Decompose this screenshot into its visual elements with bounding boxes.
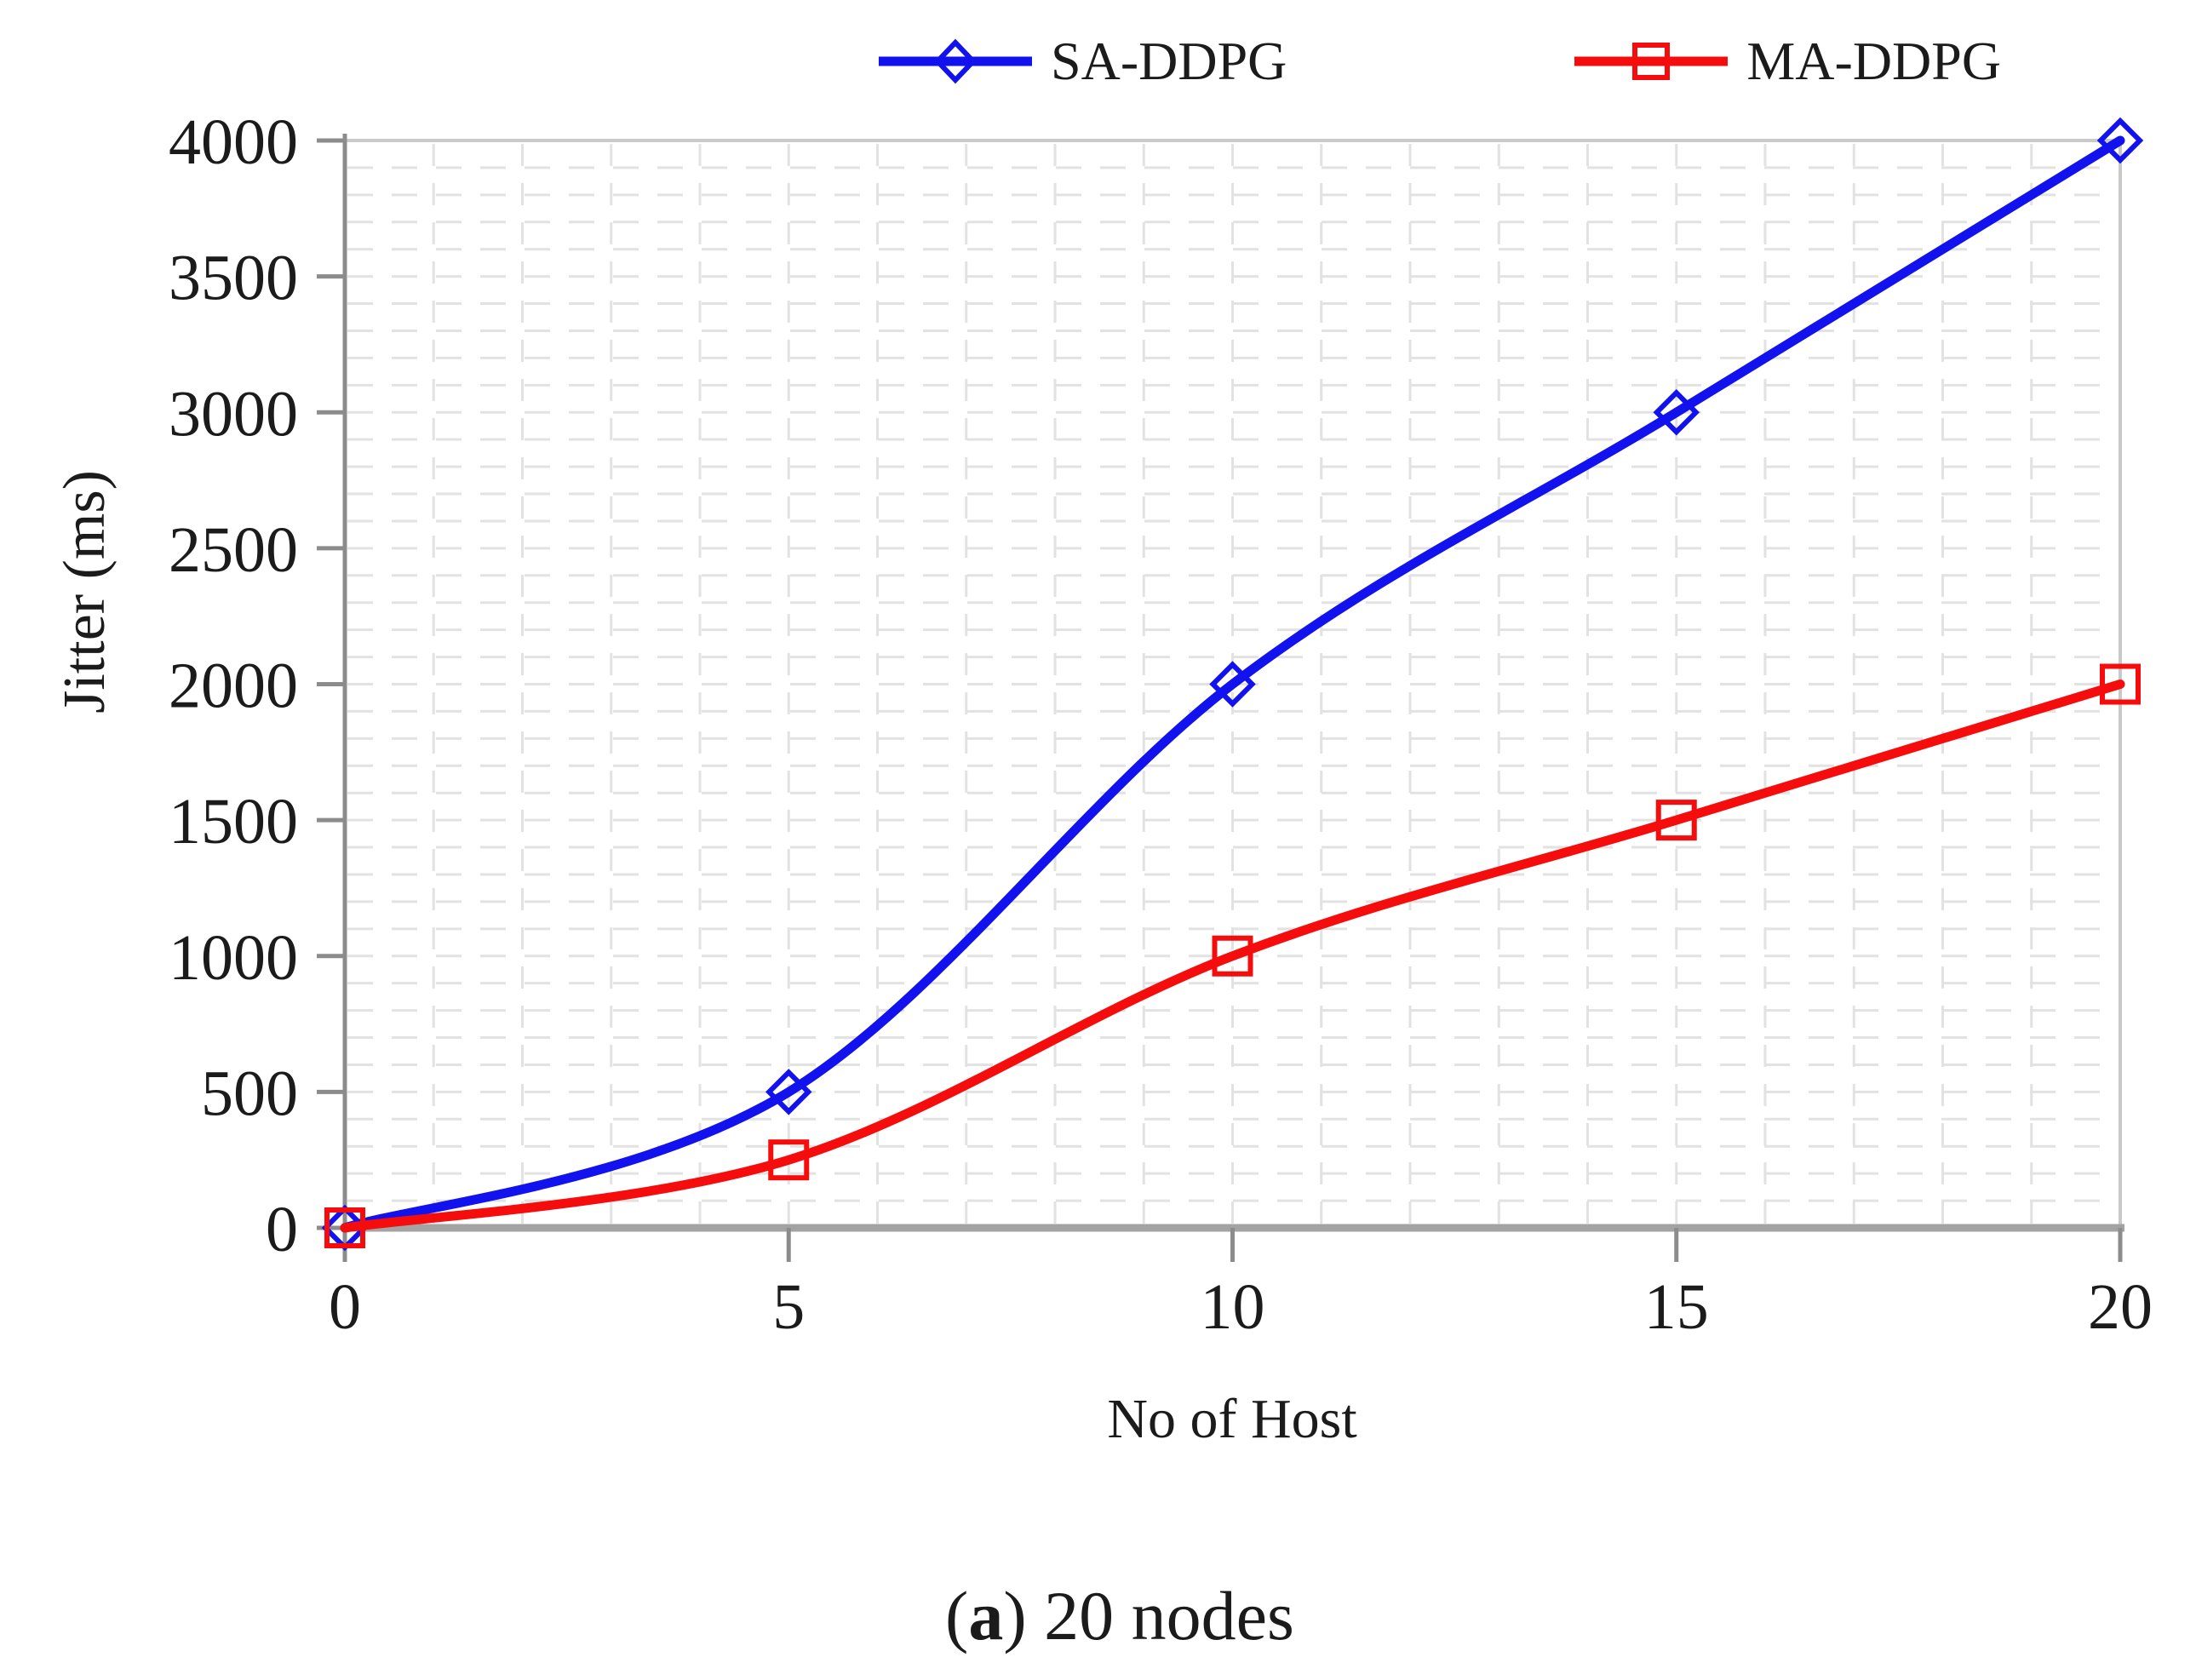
tick-marks: 0 500 1000 1500 2000 2500 3000 3500 4000 0 5 10 15 20 — [169, 106, 2153, 1343]
x-tick-label: 15 — [1644, 1271, 1709, 1343]
x-tick-label: 20 — [2088, 1271, 2153, 1343]
marker-square — [324, 1207, 365, 1248]
marker-square — [1655, 800, 1697, 841]
marker-diamond — [765, 1069, 812, 1115]
figure-caption: (a) 20 nodes — [945, 1576, 1294, 1656]
caption-paren-open: ( — [945, 1577, 969, 1654]
caption-letter: a — [968, 1577, 1004, 1654]
y-tick-label: 0 — [266, 1194, 298, 1265]
chart-legend: SA-DDPG MA-DDPG — [879, 29, 2001, 94]
y-tick-label: 3000 — [169, 378, 298, 450]
caption-rest: ) 20 nodes — [1003, 1577, 1294, 1654]
marker-square — [1212, 935, 1253, 977]
legend-item-sa-ddpg: SA-DDPG — [879, 29, 1287, 94]
legend-label-sa-ddpg: SA-DDPG — [1051, 31, 1287, 91]
series-sa-ddpg — [321, 117, 2144, 1252]
y-tick-label: 4000 — [169, 106, 298, 178]
y-tick-label: 1500 — [169, 786, 298, 857]
marker-square — [768, 1139, 810, 1181]
marker-square — [2100, 663, 2141, 705]
marker-diamond — [2096, 117, 2144, 164]
series-ma-ddpg — [324, 663, 2141, 1248]
legend-marker-diamond — [933, 38, 978, 84]
legend-item-ma-ddpg: MA-DDPG — [1574, 29, 2001, 94]
series-line-sa-ddpg — [340, 135, 2125, 1233]
sa-ddpg-line-marker-swatch — [879, 38, 1032, 84]
x-tick-label: 5 — [772, 1271, 805, 1343]
y-tick-label: 2500 — [169, 514, 298, 586]
ma-ddpg-line-marker-swatch — [1574, 43, 1729, 80]
marker-diamond — [1209, 661, 1256, 708]
y-tick-label: 2000 — [169, 651, 298, 722]
y-tick-label: 3500 — [169, 243, 298, 314]
marker-diamond — [1653, 389, 1700, 436]
legend-marker-square — [1632, 43, 1671, 80]
x-tick-label: 0 — [329, 1271, 361, 1343]
x-tick-label: 10 — [1201, 1271, 1265, 1343]
legend-label-ma-ddpg: MA-DDPG — [1746, 31, 2002, 91]
x-axis-title: No of Host — [1107, 1388, 1357, 1450]
y-tick-label: 1000 — [169, 922, 298, 994]
series-line-ma-ddpg — [340, 679, 2125, 1233]
y-axis-title: Jitter (ms) — [52, 470, 118, 714]
y-tick-label: 500 — [201, 1058, 298, 1129]
